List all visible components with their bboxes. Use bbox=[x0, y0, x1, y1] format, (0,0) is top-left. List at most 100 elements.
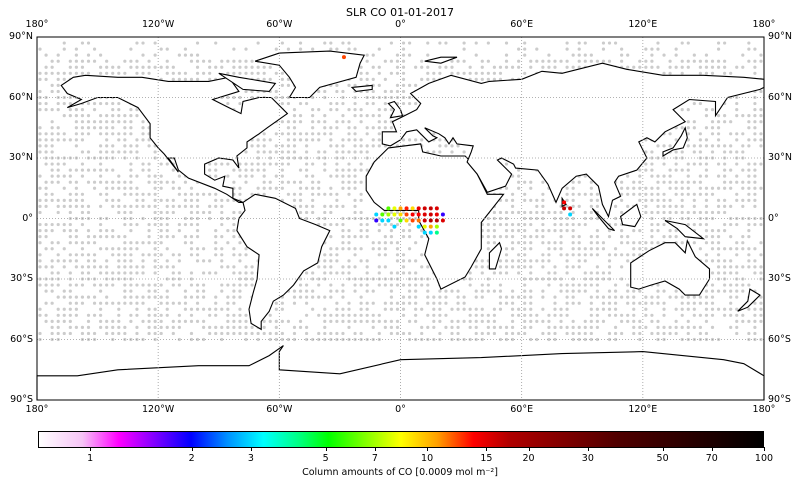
missing-data-dot bbox=[56, 53, 60, 57]
missing-data-dot bbox=[595, 198, 599, 202]
missing-data-dot bbox=[710, 313, 715, 317]
missing-data-dot bbox=[468, 337, 472, 342]
missing-data-dot bbox=[662, 210, 666, 215]
missing-data-dot bbox=[341, 313, 345, 317]
missing-data-dot bbox=[674, 325, 678, 329]
missing-data-dot bbox=[680, 59, 684, 63]
missing-data-dot bbox=[50, 162, 54, 166]
missing-data-dot bbox=[195, 77, 200, 81]
missing-data-dot bbox=[329, 132, 333, 136]
missing-data-dot bbox=[56, 283, 60, 287]
missing-data-dot bbox=[401, 89, 406, 94]
missing-data-dot bbox=[99, 235, 103, 239]
missing-data-dot bbox=[329, 235, 333, 239]
missing-data-dot bbox=[323, 156, 327, 160]
missing-data-dot bbox=[189, 295, 194, 299]
missing-data-dot bbox=[202, 59, 206, 63]
missing-data-dot bbox=[123, 289, 127, 293]
missing-data-dot bbox=[123, 271, 127, 275]
missing-data-dot bbox=[723, 120, 727, 124]
missing-data-dot bbox=[541, 331, 545, 336]
missing-data-dot bbox=[698, 65, 702, 69]
missing-data-dot bbox=[401, 71, 406, 75]
missing-data-dot bbox=[541, 277, 545, 281]
missing-data-dot bbox=[141, 253, 145, 257]
missing-data-dot bbox=[577, 47, 581, 51]
missing-data-dot bbox=[438, 307, 442, 311]
missing-data-dot bbox=[141, 198, 145, 202]
missing-data-dot bbox=[183, 319, 188, 323]
missing-data-dot bbox=[44, 192, 48, 196]
missing-data-dot bbox=[486, 229, 490, 233]
missing-data-dot bbox=[117, 174, 121, 178]
missing-data-dot bbox=[747, 247, 751, 251]
missing-data-dot bbox=[177, 313, 181, 317]
missing-data-dot bbox=[80, 41, 85, 45]
missing-data-dot bbox=[117, 325, 121, 329]
missing-data-dot bbox=[153, 150, 157, 154]
missing-data-dot bbox=[753, 120, 757, 124]
missing-data-dot bbox=[432, 77, 436, 81]
missing-data-dot bbox=[189, 253, 194, 257]
missing-data-dot bbox=[304, 150, 309, 154]
missing-data-dot bbox=[698, 144, 702, 148]
missing-data-dot bbox=[62, 265, 66, 269]
missing-data-dot bbox=[747, 180, 751, 184]
missing-data-dot bbox=[86, 229, 91, 233]
missing-data-dot bbox=[426, 53, 430, 57]
missing-data-dot bbox=[741, 53, 745, 57]
missing-data-dot bbox=[553, 216, 557, 221]
missing-data-dot bbox=[129, 283, 133, 287]
missing-data-dot bbox=[304, 174, 309, 178]
missing-data-dot bbox=[523, 210, 527, 215]
missing-data-dot bbox=[189, 192, 194, 196]
missing-data-dot bbox=[565, 186, 569, 190]
missing-data-dot bbox=[38, 253, 42, 257]
missing-data-dot bbox=[759, 271, 763, 275]
missing-data-dot bbox=[129, 265, 133, 269]
missing-data-dot bbox=[492, 229, 497, 233]
missing-data-dot bbox=[189, 313, 194, 317]
missing-data-dot bbox=[486, 241, 490, 245]
missing-data-dot bbox=[135, 59, 139, 63]
missing-data-dot bbox=[74, 120, 78, 124]
missing-data-dot bbox=[480, 59, 484, 63]
missing-data-dot bbox=[280, 132, 284, 136]
missing-data-dot bbox=[280, 77, 284, 81]
missing-data-dot bbox=[571, 204, 575, 208]
missing-data-dot bbox=[365, 168, 369, 172]
missing-data-dot bbox=[686, 144, 690, 148]
missing-data-dot bbox=[729, 144, 733, 148]
missing-data-dot bbox=[153, 65, 157, 69]
missing-data-dot bbox=[135, 65, 139, 69]
missing-data-dot bbox=[438, 319, 442, 323]
missing-data-dot bbox=[202, 307, 206, 311]
missing-data-dot bbox=[571, 216, 575, 221]
missing-data-dot bbox=[716, 198, 721, 202]
missing-data-dot bbox=[583, 331, 587, 336]
missing-data-dot bbox=[329, 204, 333, 208]
missing-data-dot bbox=[292, 108, 297, 112]
missing-data-dot bbox=[420, 65, 424, 69]
missing-data-dot bbox=[716, 259, 721, 263]
missing-data-dot bbox=[335, 222, 339, 227]
missing-data-dot bbox=[480, 77, 484, 81]
map-title: SLR CO 01-01-2017 bbox=[345, 6, 454, 19]
missing-data-dot bbox=[662, 222, 666, 227]
missing-data-dot bbox=[716, 241, 721, 245]
missing-data-dot bbox=[444, 41, 448, 45]
missing-data-dot bbox=[147, 144, 151, 148]
missing-data-dot bbox=[323, 313, 327, 317]
missing-data-dot bbox=[165, 295, 169, 299]
missing-data-dot bbox=[735, 253, 739, 257]
missing-data-dot bbox=[407, 53, 412, 57]
missing-data-dot bbox=[735, 162, 739, 166]
missing-data-dot bbox=[256, 156, 260, 160]
missing-data-dot bbox=[729, 180, 733, 184]
missing-data-dot bbox=[335, 126, 339, 130]
missing-data-dot bbox=[56, 174, 60, 178]
missing-data-dot bbox=[177, 71, 181, 75]
missing-data-dot bbox=[735, 331, 739, 336]
lon-tick-label-bottom: 60°E bbox=[510, 404, 534, 415]
missing-data-dot bbox=[589, 319, 593, 323]
